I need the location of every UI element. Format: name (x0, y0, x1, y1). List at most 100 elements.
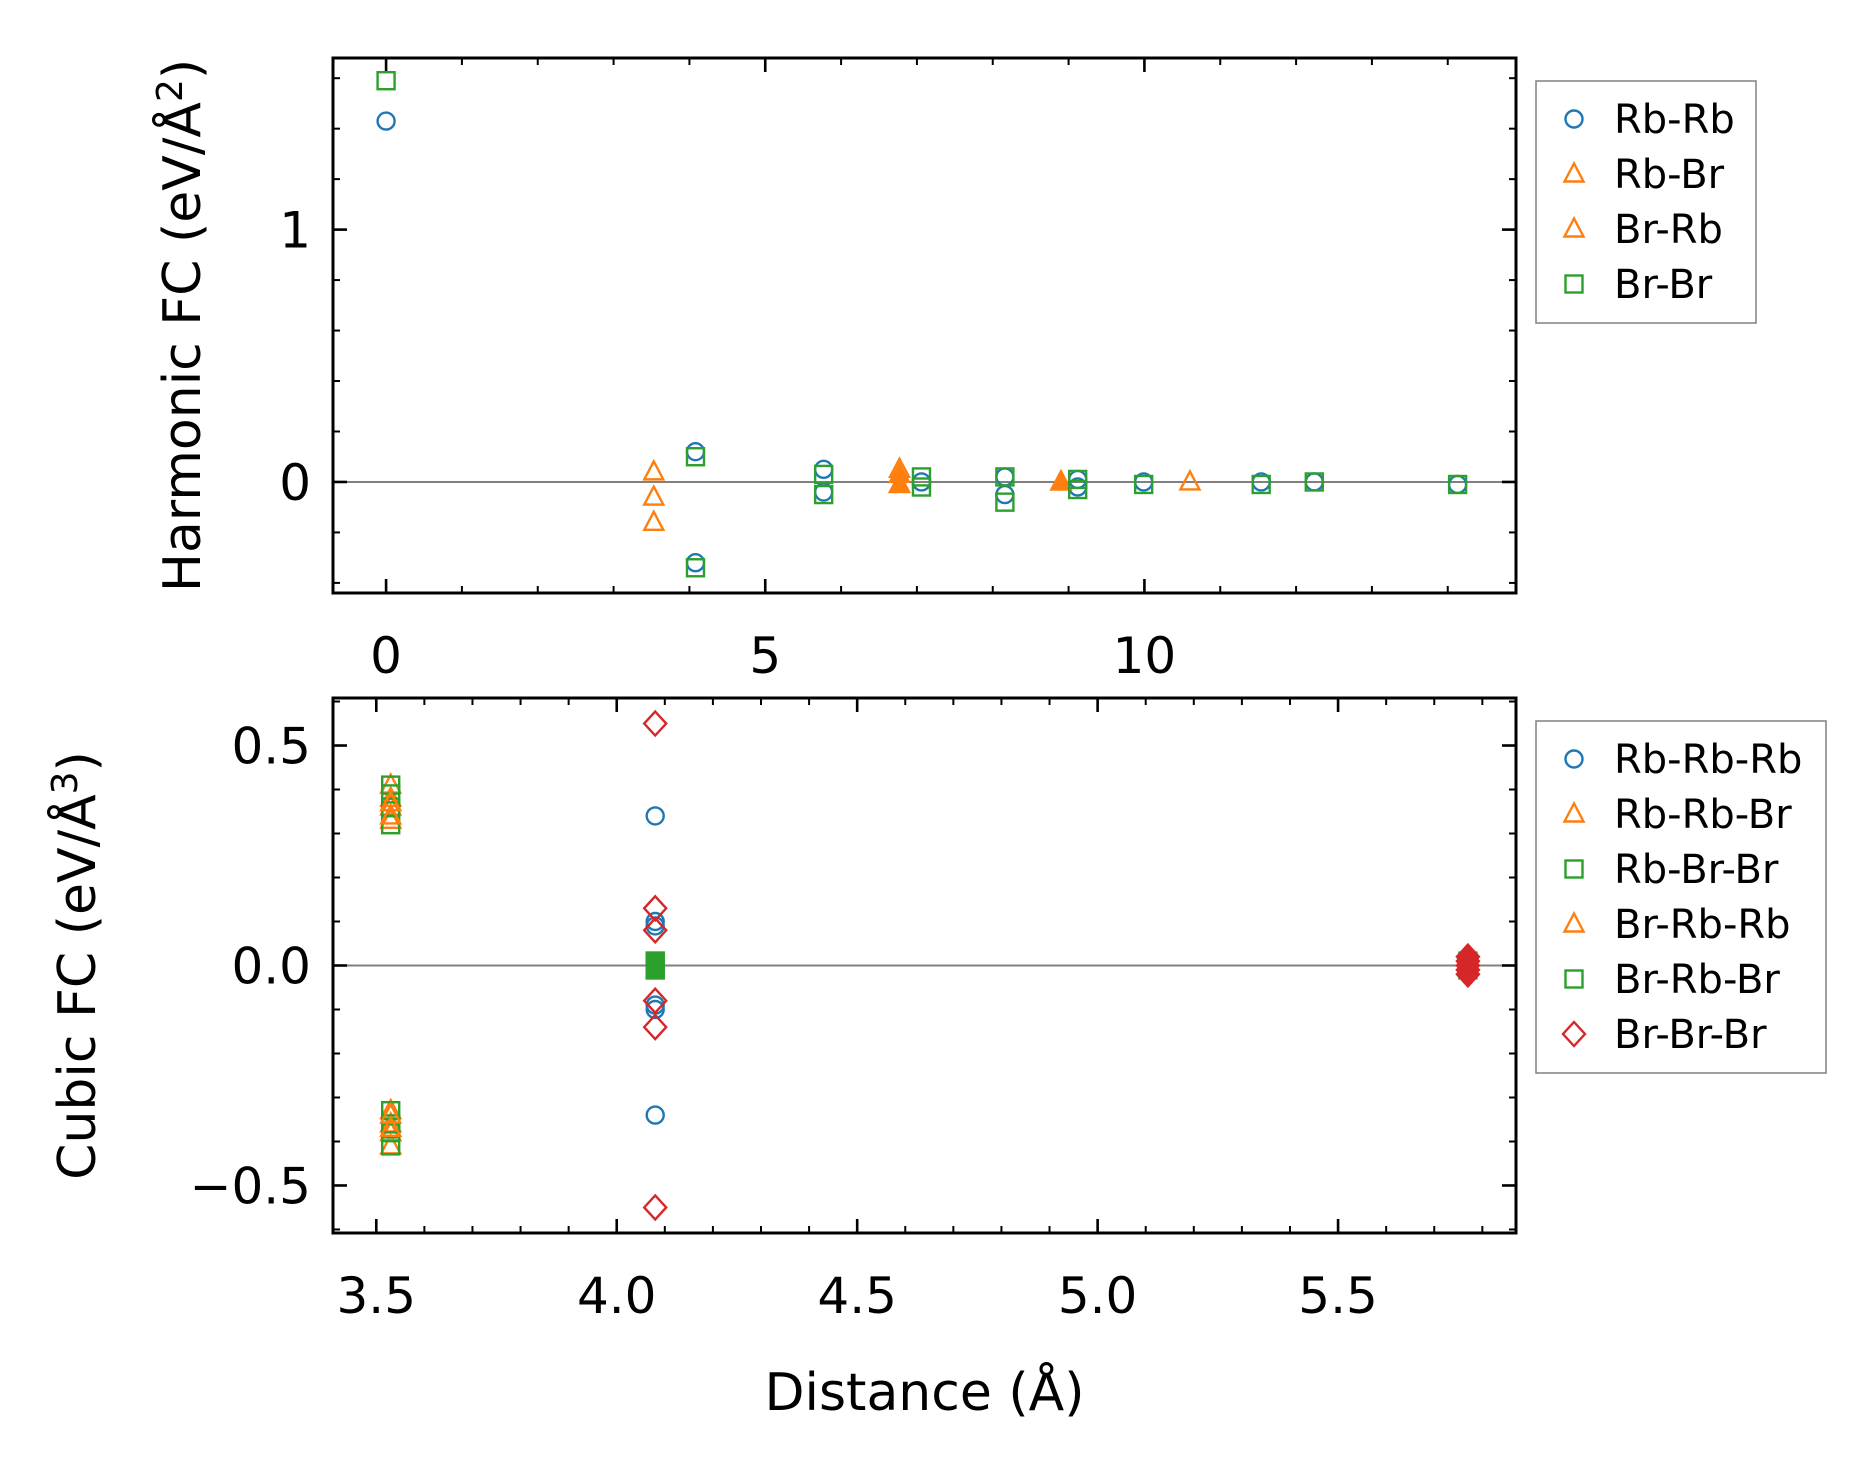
point-br-br (1447, 474, 1468, 495)
bot-legend-box (1535, 720, 1827, 1074)
point-br-br (1251, 474, 1271, 495)
series-br-rb-rb (379, 789, 403, 1137)
legend-marker-rb-rb-br (1562, 800, 1586, 823)
legend-marker-br-rb-rb (1562, 910, 1586, 933)
series-br-rb (887, 461, 1073, 494)
bottom-major-ticks (333, 698, 1516, 1233)
point-br-br (1133, 474, 1154, 495)
top-y-tick-labels: 01 (279, 202, 311, 512)
point-br-rb-rb (379, 802, 403, 825)
point-br-br (1067, 479, 1088, 500)
bottom-y-tick-labels: −0.5 0.0 0.5 (190, 718, 311, 1216)
legend-label-rb-rb-br: Rb-Rb-Br (1614, 792, 1792, 838)
point-br-br (685, 447, 706, 467)
bot-y-tick-label: 0.5 (231, 718, 311, 776)
legend-entry-rb-br: Rb-Br (1562, 152, 1725, 198)
legend-label-br-br: Br-Br (1614, 262, 1713, 308)
harmonic-fc-panel: 0 5 10 01 Harmonic FC (eV/Å2) Rb-RbRb-BrBr… (150, 56, 1757, 685)
point-br-br (813, 484, 834, 505)
point-br-br (813, 464, 834, 485)
point-br-rb-rb (379, 1102, 403, 1124)
point-rb-rb (376, 111, 396, 131)
legend-entry-br-rb-rb: Br-Rb-Rb (1562, 902, 1791, 948)
top-y-axis-label: Harmonic FC (eV/Å2) (150, 59, 213, 592)
bottom-y-label-suffix: ) (48, 751, 108, 771)
legend-entry-rb-rb-br: Rb-Rb-Br (1562, 792, 1792, 838)
legend-marker-br-br (1564, 274, 1584, 294)
legend-entry-br-br-br: Br-Br-Br (1561, 1012, 1767, 1058)
bot-x-tick-label: 3.5 (337, 1267, 417, 1325)
series-br-br (376, 71, 1468, 578)
legend-marker-br-rb (1562, 215, 1586, 238)
top-x-tick-label: 10 (1113, 627, 1177, 685)
legend-marker-br-br-br (1561, 1020, 1587, 1048)
point-rb-rb-rb (645, 1105, 665, 1125)
point-rb-rb-br (379, 807, 403, 830)
cubic-fc-panel: 3.5 4.0 4.5 5.0 5.5 −0.5 0.0 0.5 Cubic FC (eV/… (45, 696, 1827, 1423)
point-br-br (376, 71, 396, 91)
legend-label-rb-rb-rb: Rb-Rb-Rb (1614, 737, 1802, 783)
bottom-data-points (379, 709, 1481, 1222)
top-y-tick-label: 1 (279, 202, 311, 260)
bottom-y-label-sup: 3 (45, 771, 86, 794)
point-br-rb-rb (379, 789, 403, 812)
point-br-br (1304, 472, 1324, 492)
top-x-tick-label: 0 (370, 627, 402, 685)
top-y-label-sup: 2 (150, 79, 191, 102)
point-br-br-br (642, 1193, 668, 1222)
legend-entry-br-rb-br: Br-Rb-Br (1564, 957, 1780, 1003)
point-rb-rb-rb (645, 999, 665, 1020)
top-y-tick-label: 0 (279, 454, 311, 512)
top-legend: Rb-Rb Rb-Br Br-Rb Br-Br (1535, 80, 1757, 324)
point-rb-br (642, 509, 666, 532)
point-br-br (911, 477, 932, 497)
point-br-br-br (642, 916, 668, 945)
point-br-rb (887, 471, 911, 494)
bot-x-tick-label: 4.0 (577, 1267, 657, 1325)
top-data-points (376, 71, 1468, 578)
point-br-br (995, 467, 1015, 487)
point-rb-br-br (381, 784, 401, 804)
legend-label-br-br-br: Br-Br-Br (1614, 1012, 1767, 1058)
top-legend-box (1535, 80, 1757, 324)
point-rb-br (1178, 468, 1202, 491)
top-y-label-suffix: ) (153, 59, 213, 79)
point-br-br (1067, 469, 1088, 490)
point-br-br (911, 467, 932, 487)
top-major-ticks (333, 58, 1516, 593)
legend-label-rb-rb: Rb-Rb (1614, 97, 1735, 143)
legend-marker-br-rb-br (1564, 969, 1584, 989)
legend-entry-rb-rb: Rb-Rb (1564, 97, 1735, 143)
legend-entry-br-br: Br-Br (1564, 262, 1713, 308)
bottom-y-axis-label: Cubic FC (eV/Å3) (45, 751, 108, 1180)
point-br-br-br-filled (1455, 960, 1481, 989)
point-br-br-br (642, 894, 668, 923)
legend-marker-rb-br (1562, 160, 1586, 183)
top-y-label-prefix: Harmonic FC (eV/Å (151, 102, 213, 593)
legend-marker-rb-rb (1564, 109, 1584, 129)
point-rb-br-br (381, 815, 401, 835)
legend-label-br-rb: Br-Rb (1614, 207, 1723, 253)
legend-marker-rb-br-br (1564, 859, 1584, 879)
bottom-legend: Rb-Rb-Rb Rb-Rb-Br Rb-Br-Br Br-Rb-Rb Br-Rb-Br… (1535, 720, 1827, 1074)
legend-entry-br-rb: Br-Rb (1562, 207, 1723, 253)
bottom-y-label-prefix: Cubic FC (eV/Å (46, 794, 108, 1180)
point-br-br-br (642, 709, 668, 738)
bot-x-tick-label: 5.0 (1058, 1267, 1138, 1325)
top-x-tick-labels: 0 5 10 (370, 627, 1176, 685)
legend-marker-rb-rb-rb (1564, 749, 1584, 769)
point-br-br (995, 492, 1015, 512)
point-rb-br-br (381, 1136, 401, 1156)
legend-label-br-rb-br: Br-Rb-Br (1614, 957, 1780, 1003)
point-rb-br (642, 458, 666, 481)
legend-label-rb-br-br: Rb-Br-Br (1614, 847, 1779, 893)
series-br-br-br-filled (1455, 942, 1481, 989)
legend-label-br-rb-rb: Br-Rb-Rb (1614, 902, 1791, 948)
bot-x-tick-label: 4.5 (817, 1267, 897, 1325)
bottom-x-tick-labels: 3.5 4.0 4.5 5.0 5.5 (337, 1267, 1378, 1325)
legend-entry-rb-br-br: Rb-Br-Br (1564, 847, 1779, 893)
bottom-x-axis-label: Distance (Å) (764, 1361, 1084, 1423)
point-br-rb (1049, 468, 1073, 491)
bot-y-tick-label: 0.0 (231, 938, 311, 996)
